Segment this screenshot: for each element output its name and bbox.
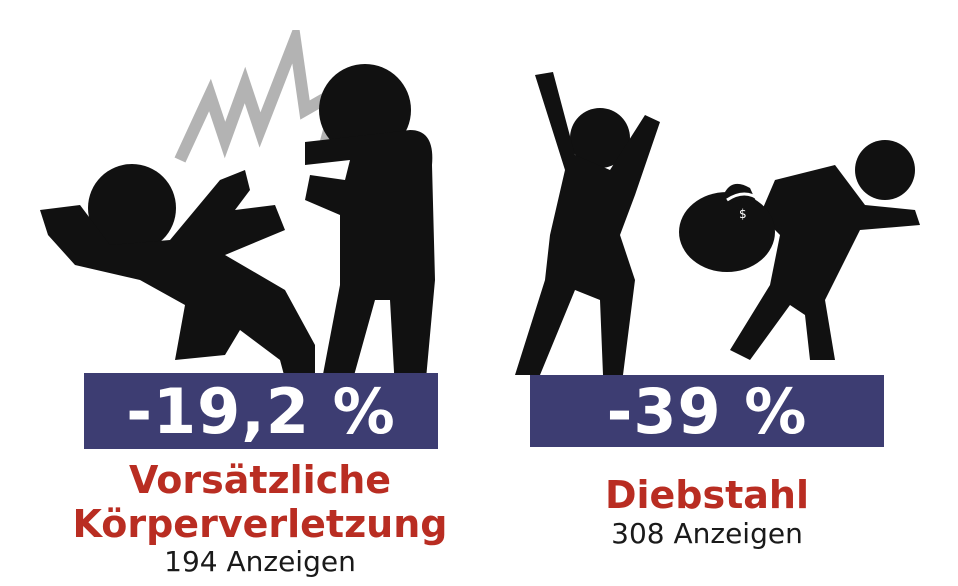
category-title-line: Körperverletzung (72, 502, 448, 546)
category-title-line: Vorsätzliche (128, 458, 392, 502)
theft-icon: $ (515, 72, 920, 375)
percent-value: -39 % (606, 374, 808, 448)
percent-value: -19,2 % (126, 374, 396, 448)
category-title-theft: Diebstahl (604, 473, 810, 517)
percent-box-theft: -39 % (530, 374, 884, 448)
report-count-theft: 308 Anzeigen (611, 517, 803, 550)
assault-icon (40, 30, 435, 390)
percent-box-assault: -19,2 % (84, 373, 438, 449)
money-bag-symbol-icon: $ (739, 207, 747, 221)
category-title-assault: Vorsätzliche Körperverletzung (40, 458, 480, 546)
report-count-assault: 194 Anzeigen (164, 545, 356, 578)
